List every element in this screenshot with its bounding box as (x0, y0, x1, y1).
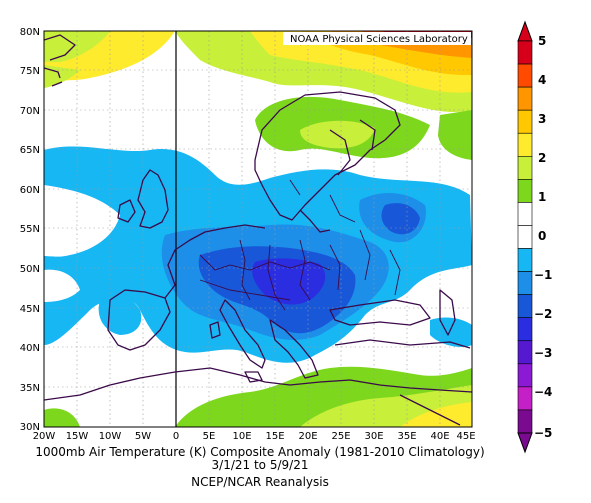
colorbar-labels: 5 4 3 2 1 0 −1 −2 −3 −4 −5 (534, 34, 552, 440)
lon-label: 40E (430, 431, 449, 442)
colorbar-swatch (517, 132, 533, 157)
map-frame (43, 30, 473, 428)
colorbar-swatch (517, 340, 533, 365)
graticule (44, 31, 472, 427)
colorbar-label: −1 (534, 268, 552, 282)
lat-label: 70N (20, 106, 40, 117)
lon-label: 0 (173, 431, 179, 442)
colorbar-label: 3 (538, 112, 546, 126)
lon-label: 30E (364, 431, 383, 442)
map-plot-area (44, 31, 472, 427)
lat-label: 45N (20, 304, 40, 315)
lat-label: 60N (20, 185, 40, 196)
colorbar-arrow-top (517, 20, 533, 42)
colorbar-swatch (517, 409, 533, 434)
colorbar-swatch (517, 179, 533, 203)
colorbar-swatch (517, 248, 533, 272)
lat-label: 80N (20, 27, 40, 38)
colorbar-arrow-bottom (517, 432, 533, 454)
lon-label: 5W (135, 431, 151, 442)
colorbar-swatch (517, 86, 533, 111)
colorbar-swatch (517, 363, 533, 388)
lat-label: 55N (20, 224, 40, 235)
colorbar-label: −5 (534, 426, 552, 440)
lon-label: 5E (203, 431, 216, 442)
colorbar-label: 1 (538, 190, 546, 204)
colorbar-label: 0 (538, 229, 546, 243)
lat-label: 30N (20, 422, 40, 433)
colorbar-swatch (517, 202, 533, 226)
lon-label: 20W (33, 431, 56, 442)
colorbar-label: 4 (538, 73, 546, 87)
colorbar-label: −3 (534, 346, 552, 360)
colorbar-swatch (517, 271, 533, 295)
lon-label: 15E (265, 431, 284, 442)
colorbar (517, 20, 533, 454)
colorbar-swatch (517, 63, 533, 88)
lon-label: 20E (298, 431, 317, 442)
colorbar-label: 2 (538, 151, 546, 165)
lon-label: 15W (66, 431, 89, 442)
colorbar-swatch (517, 225, 533, 249)
lat-label: 40N (20, 343, 40, 354)
longitude-labels: 20W 15W 10W 5W 0 5E 10E 15E 20E 25E 30E … (33, 431, 476, 442)
map-dataset: NCEP/NCAR Reanalysis (191, 475, 329, 489)
colorbar-label: 5 (538, 34, 546, 48)
map-title: 1000mb Air Temperature (K) Composite Ano… (35, 445, 485, 459)
lon-label: 35E (397, 431, 416, 442)
lat-label: 65N (20, 145, 40, 156)
colorbar-swatch (517, 317, 533, 342)
colorbar-swatch (517, 294, 533, 319)
colorbar-swatch (517, 386, 533, 411)
credit-text: NOAA Physical Sciences Laboratory (290, 34, 468, 45)
lon-label: 45E (456, 431, 475, 442)
colorbar-swatch (517, 155, 533, 180)
lon-label: 10W (99, 431, 122, 442)
credit-box (283, 32, 471, 45)
lat-label: 50N (20, 264, 40, 275)
country-borders (199, 179, 401, 311)
lat-label: 35N (20, 383, 40, 394)
lon-label: 25E (331, 431, 350, 442)
colorbar-swatch (517, 40, 533, 65)
coastlines (44, 34, 472, 426)
latitude-labels: 80N 75N 70N 65N 60N 55N 50N 45N 40N 35N … (20, 27, 40, 433)
colorbar-label: −2 (534, 307, 552, 321)
colorbar-label: −4 (534, 385, 552, 399)
lon-label: 10E (232, 431, 251, 442)
lat-label: 75N (20, 66, 40, 77)
map-date-range: 3/1/21 to 5/9/21 (211, 458, 309, 472)
colorbar-swatch (517, 109, 533, 134)
